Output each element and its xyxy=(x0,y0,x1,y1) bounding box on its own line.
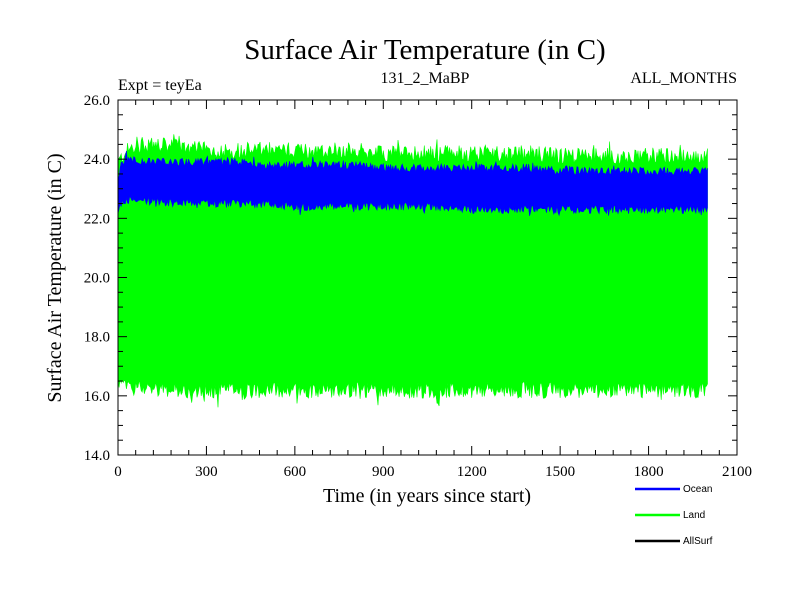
legend-label-allsurf: AllSurf xyxy=(683,536,713,547)
y-tick-label: 14.0 xyxy=(84,448,110,464)
tick-labels: 0 300 600 900 1200 1500 1800 2100 14.0 16.0 18.0 20… xyxy=(84,93,752,480)
x-tick-label: 900 xyxy=(372,464,395,480)
x-tick-label: 0 xyxy=(114,464,122,480)
legend-label-land: Land xyxy=(683,510,705,521)
subtitle-right: ALL_MONTHS xyxy=(630,70,737,87)
x-tick-label: 300 xyxy=(195,464,218,480)
y-tick-label: 18.0 xyxy=(84,330,110,346)
x-tick-label: 1800 xyxy=(634,464,664,480)
data-bands xyxy=(117,134,708,408)
legend-label-ocean: Ocean xyxy=(683,484,712,495)
subtitle-center: 131_2_MaBP xyxy=(381,70,470,87)
x-axis-label: Time (in years since start) xyxy=(323,485,531,507)
chart-title: Surface Air Temperature (in C) xyxy=(244,34,605,66)
legend: Ocean Land AllSurf xyxy=(635,484,713,547)
subtitle-left: Expt = teyEa xyxy=(118,77,202,94)
y-tick-label: 26.0 xyxy=(84,93,110,109)
y-axis-label: Surface Air Temperature (in C) xyxy=(44,153,66,402)
series-ocean-band xyxy=(117,150,708,217)
x-tick-label: 600 xyxy=(284,464,307,480)
x-tick-label: 1200 xyxy=(457,464,487,480)
y-tick-label: 24.0 xyxy=(84,152,110,168)
y-tick-label: 20.0 xyxy=(84,271,110,287)
x-tick-label: 1500 xyxy=(545,464,575,480)
x-tick-label: 2100 xyxy=(722,464,752,480)
y-tick-label: 16.0 xyxy=(84,389,110,405)
axis-ticks xyxy=(117,99,738,456)
y-tick-label: 22.0 xyxy=(84,211,110,227)
